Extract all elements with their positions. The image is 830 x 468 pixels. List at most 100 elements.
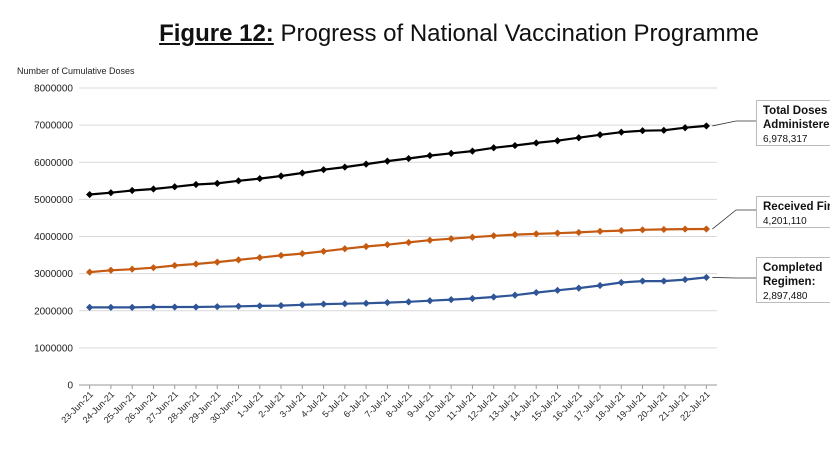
data-point	[405, 238, 413, 247]
data-point	[702, 225, 710, 233]
data-point	[213, 258, 221, 266]
data-point	[213, 179, 221, 188]
data-point	[277, 172, 285, 180]
data-point	[490, 144, 498, 152]
data-point	[383, 157, 391, 165]
series-line-2	[89, 276, 707, 309]
data-point	[681, 225, 689, 233]
data-point	[532, 139, 540, 147]
data-point	[149, 185, 158, 193]
data-point	[192, 180, 200, 189]
data-point	[128, 186, 136, 195]
data-point	[702, 273, 710, 282]
data-point	[638, 226, 647, 234]
data-point	[468, 147, 477, 155]
data-point	[128, 303, 136, 312]
data-point	[107, 266, 115, 274]
callout-total-doses-label: Total Doses Administered	[763, 105, 830, 131]
callout-total-doses-value: 6,978,317	[763, 134, 808, 145]
y-axis-title: Number of Cumulative Doses	[17, 66, 135, 76]
data-point	[532, 230, 540, 238]
figure-title-text: Progress of National Vaccination Program…	[273, 20, 759, 47]
callout-total-doses: Total Doses Administered 6,978,317	[756, 100, 830, 146]
data-point	[256, 254, 264, 262]
data-point	[341, 245, 349, 253]
data-point	[192, 260, 200, 268]
data-point	[532, 288, 540, 297]
data-point	[86, 268, 94, 276]
figure-number: Figure 12:	[159, 20, 274, 47]
data-point	[405, 154, 413, 163]
data-point	[149, 264, 158, 272]
data-point	[447, 296, 455, 304]
data-point	[447, 149, 455, 157]
series-line-1	[89, 227, 707, 274]
data-point	[617, 128, 625, 136]
data-point	[256, 302, 264, 310]
data-point	[383, 298, 391, 307]
data-point	[596, 131, 604, 139]
data-point	[107, 189, 115, 197]
data-point	[660, 277, 668, 285]
data-point	[553, 286, 562, 294]
data-point	[575, 228, 583, 237]
data-point	[171, 183, 179, 191]
data-point	[405, 298, 413, 306]
data-point	[575, 284, 583, 292]
data-point	[298, 169, 306, 177]
data-point	[149, 303, 158, 311]
y-tick-label: 6000000	[34, 158, 73, 169]
data-point	[128, 265, 136, 273]
data-point	[319, 247, 328, 255]
data-point	[596, 227, 604, 235]
data-point	[660, 225, 668, 234]
data-point	[660, 126, 668, 134]
y-tick-label: 7000000	[34, 121, 73, 132]
callout-leader-line	[712, 209, 756, 230]
callout-completed-regimen: Completed Regimen: 2,897,480	[756, 257, 830, 303]
data-point	[447, 235, 455, 243]
data-point	[490, 293, 498, 301]
data-point	[511, 291, 519, 299]
callout-first-dose: Received First Dose 4,201,110	[756, 196, 830, 228]
data-point	[171, 303, 179, 311]
y-tick-label: 3000000	[34, 269, 73, 280]
callout-leader-line	[712, 277, 756, 279]
data-point	[553, 137, 562, 145]
data-point	[468, 294, 477, 303]
data-point	[277, 301, 285, 310]
data-point	[575, 134, 583, 142]
data-point	[234, 177, 243, 185]
callout-first-dose-label: Received First Dose	[763, 201, 830, 213]
data-point	[383, 241, 391, 249]
data-point	[702, 122, 710, 130]
data-point	[511, 231, 519, 239]
data-point	[107, 303, 115, 312]
data-point	[256, 174, 264, 183]
data-point	[298, 249, 306, 258]
y-tick-label: 1000000	[34, 343, 73, 354]
data-point	[638, 127, 647, 135]
data-point	[86, 190, 94, 199]
data-point	[681, 124, 689, 132]
data-point	[617, 278, 625, 287]
data-point	[213, 303, 221, 311]
y-tick-label: 4000000	[34, 232, 73, 243]
data-point	[596, 281, 604, 290]
data-point	[234, 302, 243, 310]
data-point	[362, 299, 370, 307]
data-point	[341, 163, 349, 171]
data-point	[234, 256, 243, 264]
data-point	[298, 301, 306, 309]
data-point	[362, 160, 370, 168]
data-point	[86, 303, 94, 312]
data-point	[362, 242, 370, 251]
y-tick-label: 8000000	[34, 84, 73, 95]
data-point	[490, 232, 498, 240]
data-point	[426, 151, 434, 160]
chart-title: Figure 12: Progress of National Vaccinat…	[0, 20, 830, 48]
callout-first-dose-value: 4,201,110	[763, 216, 807, 227]
series-line-0	[89, 124, 707, 196]
data-point	[511, 141, 519, 150]
